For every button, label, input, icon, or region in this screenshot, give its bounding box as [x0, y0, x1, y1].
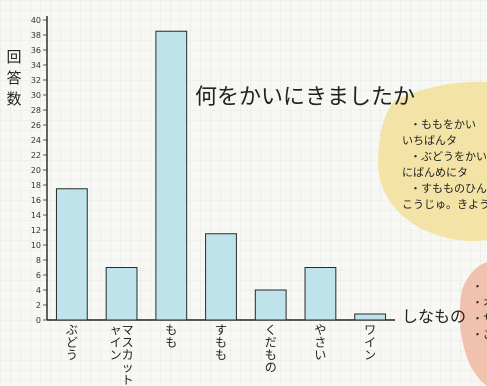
- y-tick-label: 38: [31, 31, 41, 40]
- svg-text:マスカットシャイン: マスカットシャイン: [110, 323, 134, 386]
- note-bottom-text: ・・オ・サ・ご: [472, 280, 487, 341]
- y-tick-label: 30: [31, 91, 41, 100]
- y-tick-label: 28: [31, 106, 41, 115]
- note-bottom: ・・オ・サ・ご: [459, 262, 487, 386]
- bars: [55, 30, 387, 321]
- bar: [304, 267, 337, 321]
- x-category-labels: ぶどう マスカットシャイン もも すもも くだもの やさい ワイン: [66, 323, 376, 386]
- bar: [354, 313, 387, 321]
- y-axis-label-text: 回答数: [6, 48, 21, 108]
- svg-text:すもも: すもも: [215, 323, 227, 362]
- y-tick-label: 16: [31, 196, 41, 205]
- y-tick-label: 34: [31, 61, 41, 70]
- svg-text:ぶどう: ぶどう: [66, 323, 78, 362]
- note-bottom-shape: [459, 262, 487, 386]
- y-tick-label: 6: [36, 271, 41, 280]
- y-tick-label: 32: [31, 76, 41, 85]
- y-tick-label: 12: [31, 226, 41, 235]
- y-tick-label: 2: [36, 301, 41, 310]
- note-top-line: ・すもものひんし: [410, 182, 487, 195]
- svg-text:もも: もも: [165, 323, 177, 350]
- note-top-line: こうじゅ。きよう: [402, 198, 487, 211]
- x-category-label: くだもの: [265, 323, 277, 375]
- x-axis-label: しなもの: [402, 307, 466, 326]
- y-tick-label: 18: [31, 181, 41, 190]
- y-tick-label: 24: [31, 136, 41, 145]
- y-tick-label: 22: [31, 151, 41, 160]
- bar: [55, 188, 88, 321]
- note-top-shape: [378, 81, 487, 242]
- bar: [105, 267, 138, 321]
- x-category-label: もも: [165, 323, 177, 350]
- y-axis-label: 回答数: [6, 48, 21, 108]
- svg-text:くだもの: くだもの: [265, 323, 277, 375]
- note-bottom-line: ・ご: [472, 327, 487, 341]
- y-tick-label: 14: [31, 211, 41, 220]
- chart-title: 何をかいにきましたか: [195, 85, 415, 110]
- y-tick-label: 4: [36, 286, 41, 295]
- y-tick-label: 20: [31, 166, 41, 175]
- y-tick-label: 40: [31, 16, 41, 25]
- note-top-line: ・ぶどうをかい: [410, 150, 487, 163]
- x-category-label: すもも: [215, 323, 227, 362]
- svg-text:やさい: やさい: [314, 323, 326, 362]
- note-bottom-line: ・オ: [472, 296, 487, 309]
- y-tick-label: 0: [36, 316, 41, 325]
- note-bottom-line: ・: [472, 280, 483, 293]
- y-tick-label: 10: [31, 241, 41, 250]
- note-top-line: にばんめにタ: [402, 166, 468, 179]
- bar: [205, 233, 237, 321]
- x-category-label: やさい: [314, 323, 326, 362]
- x-category-label: ぶどう: [66, 323, 78, 362]
- bar: [155, 30, 188, 321]
- y-tick-label: 8: [36, 256, 41, 265]
- x-category-label: ワイン: [364, 323, 376, 362]
- note-bottom-line: ・サ: [472, 312, 487, 325]
- y-tick-label: 36: [31, 46, 41, 55]
- bar: [254, 289, 287, 321]
- svg-text:ワイン: ワイン: [364, 323, 376, 362]
- y-tick-label: 26: [31, 121, 41, 130]
- note-top-line: ・ももをかい: [410, 118, 476, 131]
- x-category-label: マスカットシャイン: [110, 323, 134, 386]
- note-top-line: いちばんタ: [402, 134, 457, 147]
